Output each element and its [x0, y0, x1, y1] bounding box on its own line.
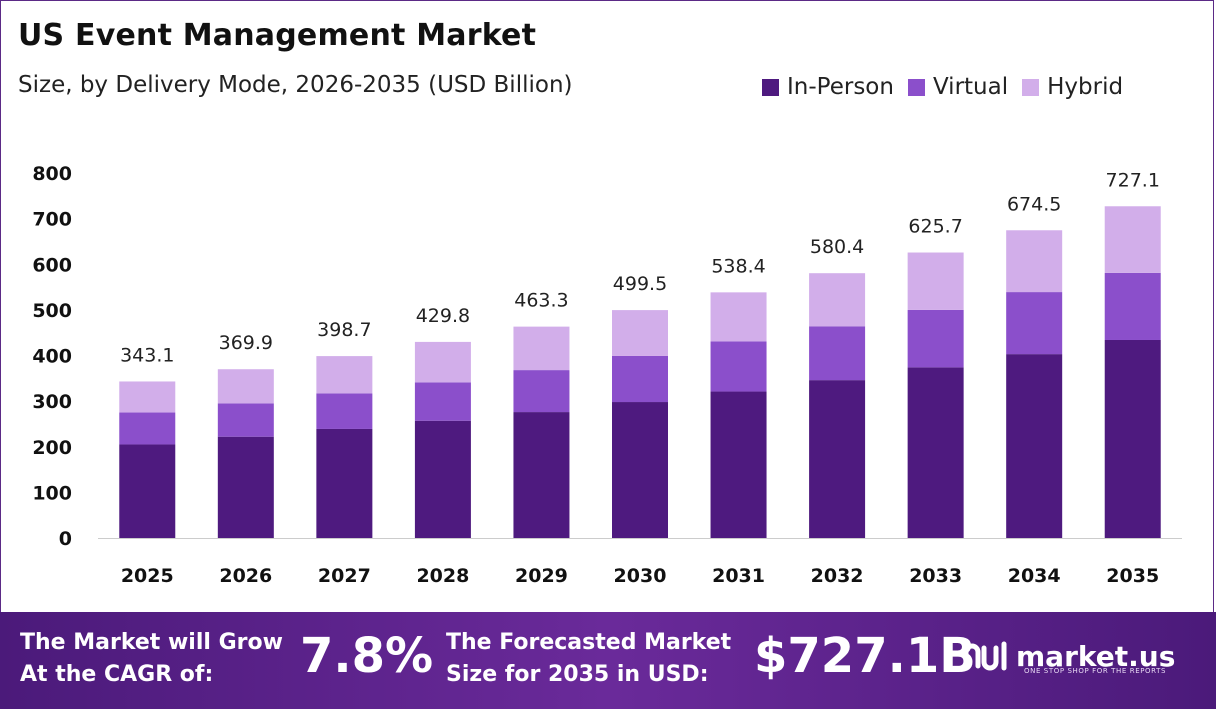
bar-segment-in-person: [1006, 354, 1063, 538]
bar-total-label: 674.5: [1007, 193, 1061, 215]
x-tick-label: 2033: [909, 565, 962, 587]
bar-segment-virtual: [1104, 272, 1161, 340]
bar-segment-hybrid: [119, 381, 176, 413]
bar-segment-in-person: [907, 367, 964, 538]
bar-segment-virtual: [710, 341, 767, 392]
chart-subtitle: Size, by Delivery Mode, 2026-2035 (USD B…: [18, 72, 573, 98]
bar-segment-hybrid: [1006, 230, 1063, 293]
bar-total-label: 463.3: [514, 290, 568, 312]
x-tick-label: 2031: [712, 565, 765, 587]
x-tick-label: 2027: [318, 565, 371, 587]
legend: In-Person Virtual Hybrid: [762, 74, 1137, 100]
x-tick-label: 2028: [416, 565, 469, 587]
brand-logo-icon: [963, 641, 1007, 671]
y-tick-label: 400: [32, 346, 72, 368]
bar-segment-hybrid: [612, 310, 668, 356]
bar-segment-in-person: [710, 391, 767, 538]
bar-segment-virtual: [907, 309, 964, 368]
y-tick-label: 600: [32, 254, 72, 276]
bar-segment-virtual: [119, 412, 176, 445]
stacked-bar-chart: 0 100 200 300 400 500 600 700 800 343.1 2025 369.9 2…: [32, 163, 1182, 587]
bar-segment-in-person: [612, 402, 668, 538]
legend-swatch-hybrid: [1022, 78, 1040, 96]
bar-segment-hybrid: [809, 273, 866, 327]
bar-segment-in-person: [119, 444, 176, 538]
footer-banner: [0, 612, 1216, 709]
bar-total-label: 429.8: [416, 305, 470, 327]
x-tick-label: 2025: [121, 565, 174, 587]
legend-label-virtual: Virtual: [932, 74, 1009, 100]
forecast-label: The Forecasted Market Size for 2035 in U…: [446, 630, 732, 687]
bar-total-label: 499.5: [613, 273, 667, 295]
legend-label-hybrid: Hybrid: [1047, 74, 1124, 100]
bar-segment-virtual: [217, 403, 274, 437]
x-tick-label: 2030: [614, 565, 667, 587]
brand-tagline: ONE STOP SHOP FOR THE REPORTS: [1024, 667, 1167, 675]
bar-segment-in-person: [809, 380, 866, 538]
bar-segment-hybrid: [316, 356, 373, 394]
bar-total-label: 580.4: [810, 236, 864, 258]
brand-name: market.us: [1016, 639, 1176, 673]
bar-segment-in-person: [513, 412, 570, 538]
bar-segment-virtual: [809, 326, 866, 381]
legend-swatch-virtual: [907, 78, 925, 96]
bar-total-label: 343.1: [120, 344, 174, 366]
bar-segment-virtual: [316, 393, 373, 429]
bar-segment-hybrid: [414, 341, 471, 383]
bar-total-label: 727.1: [1106, 169, 1160, 191]
bar-segment-hybrid: [1104, 206, 1161, 273]
bar-segment-hybrid: [217, 369, 274, 404]
bar-segment-virtual: [513, 370, 570, 413]
bar-segment-virtual: [612, 355, 668, 403]
brand-logo: market.us: [962, 636, 1175, 676]
y-tick-label: 500: [32, 300, 72, 322]
bar-segment-virtual: [1006, 292, 1063, 355]
x-tick-label: 2032: [811, 565, 864, 587]
y-tick-label: 700: [32, 209, 72, 231]
bar-total-label: 369.9: [219, 332, 273, 354]
x-tick-label: 2034: [1008, 565, 1061, 587]
y-tick-label: 800: [32, 163, 72, 185]
legend-label-in-person: In-Person: [787, 74, 894, 100]
bar-segment-in-person: [316, 428, 373, 538]
y-tick-label: 300: [32, 391, 72, 413]
bar-segment-in-person: [1104, 339, 1161, 538]
bar-segment-hybrid: [907, 252, 964, 310]
y-tick-label: 0: [59, 528, 72, 550]
bar-total-label: 398.7: [317, 319, 371, 341]
bar-segment-hybrid: [513, 326, 570, 371]
x-tick-label: 2035: [1106, 565, 1159, 587]
bar-segment-in-person: [414, 420, 471, 538]
legend-item-in-person: In-Person: [762, 74, 894, 100]
x-tick-label: 2029: [515, 565, 568, 587]
bar-segment-in-person: [217, 436, 274, 538]
bar-segment-virtual: [414, 382, 471, 421]
legend-item-hybrid: Hybrid: [1022, 74, 1123, 100]
y-tick-label: 200: [32, 437, 72, 459]
x-tick-label: 2026: [219, 565, 272, 587]
legend-item-virtual: Virtual: [907, 74, 1009, 100]
bar-total-label: 625.7: [908, 216, 962, 238]
chart-title: US Event Management Market: [18, 18, 537, 53]
bar-total-label: 538.4: [711, 255, 765, 277]
cagr-label: The Market will Grow At the CAGR of:: [20, 630, 283, 687]
bar-segment-hybrid: [710, 292, 767, 342]
legend-swatch-in-person: [762, 78, 779, 96]
forecast-value: $727.1B: [754, 628, 976, 684]
cagr-value: 7.8%: [300, 628, 434, 684]
y-tick-label: 100: [32, 482, 72, 504]
